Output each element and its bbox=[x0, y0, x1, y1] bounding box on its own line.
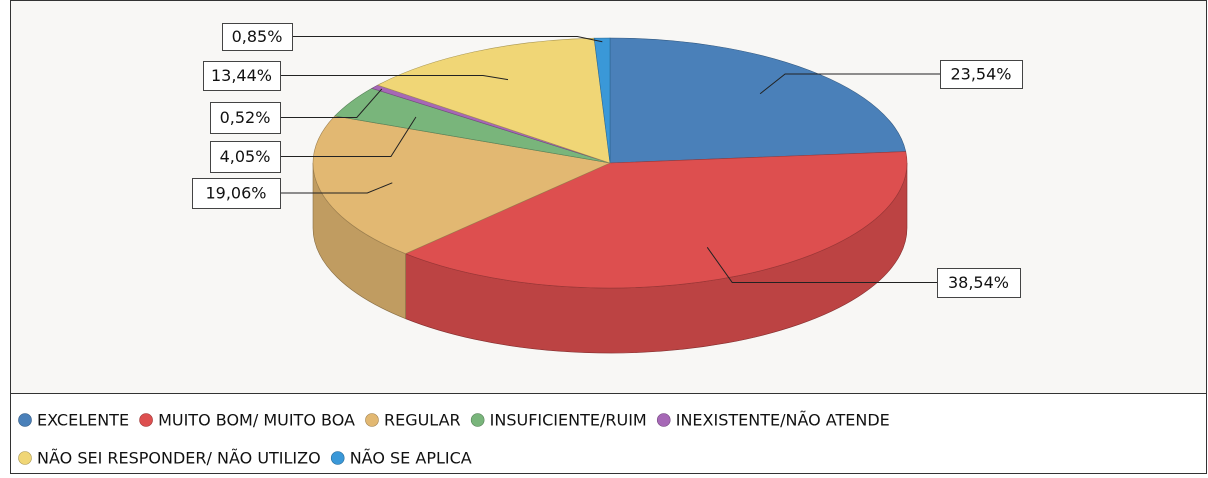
legend-label: MUITO BOM/ MUITO BOA bbox=[158, 411, 355, 430]
leader-line bbox=[280, 88, 383, 118]
data-label: 13,44% bbox=[211, 66, 272, 85]
leader-line bbox=[280, 116, 417, 157]
data-label: 19,06% bbox=[205, 184, 266, 203]
legend-swatch bbox=[656, 413, 671, 427]
legend-item: NÃO SE APLICA bbox=[330, 449, 472, 468]
label-box bbox=[210, 102, 281, 134]
data-label: 38,54% bbox=[948, 273, 1009, 292]
legend-item: NÃO SEI RESPONDER/ NÃO UTILIZO bbox=[18, 449, 321, 468]
legend-label: NÃO SEI RESPONDER/ NÃO UTILIZO bbox=[37, 449, 321, 468]
legend-item: MUITO BOM/ MUITO BOA bbox=[139, 411, 355, 430]
legend-swatch bbox=[470, 413, 485, 427]
leader-line bbox=[759, 73, 940, 95]
data-label: 0,85% bbox=[232, 27, 283, 46]
slice bbox=[404, 151, 908, 289]
legend-label: INSUFICIENTE/RUIM bbox=[490, 411, 647, 430]
legend-item: EXCELENTE bbox=[18, 411, 129, 430]
label-box bbox=[192, 178, 281, 209]
legend-label: NÃO SE APLICA bbox=[350, 449, 472, 468]
slice bbox=[609, 37, 907, 164]
legend-box bbox=[10, 393, 1207, 474]
leader-line bbox=[292, 36, 603, 43]
label-box bbox=[203, 61, 281, 91]
legend-item: INEXISTENTE/NÃO ATENDE bbox=[656, 411, 890, 430]
legend-swatch bbox=[365, 413, 379, 427]
slice bbox=[593, 37, 611, 164]
legend-item: REGULAR bbox=[365, 411, 461, 430]
legend-swatch bbox=[139, 413, 153, 427]
legend-label: EXCELENTE bbox=[37, 411, 129, 430]
leader-line bbox=[706, 247, 937, 283]
legend-swatch bbox=[18, 451, 32, 465]
data-label: 0,52% bbox=[220, 108, 271, 127]
legend-swatch bbox=[330, 451, 345, 465]
label-box bbox=[940, 60, 1023, 89]
legend-label: REGULAR bbox=[384, 411, 461, 430]
label-box bbox=[937, 268, 1021, 298]
label-box bbox=[222, 23, 293, 51]
legend-label: INEXISTENTE/NÃO ATENDE bbox=[676, 411, 890, 430]
leader-line bbox=[280, 182, 393, 194]
data-label: 23,54% bbox=[950, 65, 1011, 84]
legend-swatch bbox=[18, 413, 32, 427]
slice bbox=[376, 37, 611, 164]
legend-item: INSUFICIENTE/RUIM bbox=[470, 411, 647, 430]
leader-line bbox=[280, 75, 509, 81]
label-box bbox=[210, 141, 281, 173]
data-label: 4,05% bbox=[220, 147, 271, 166]
